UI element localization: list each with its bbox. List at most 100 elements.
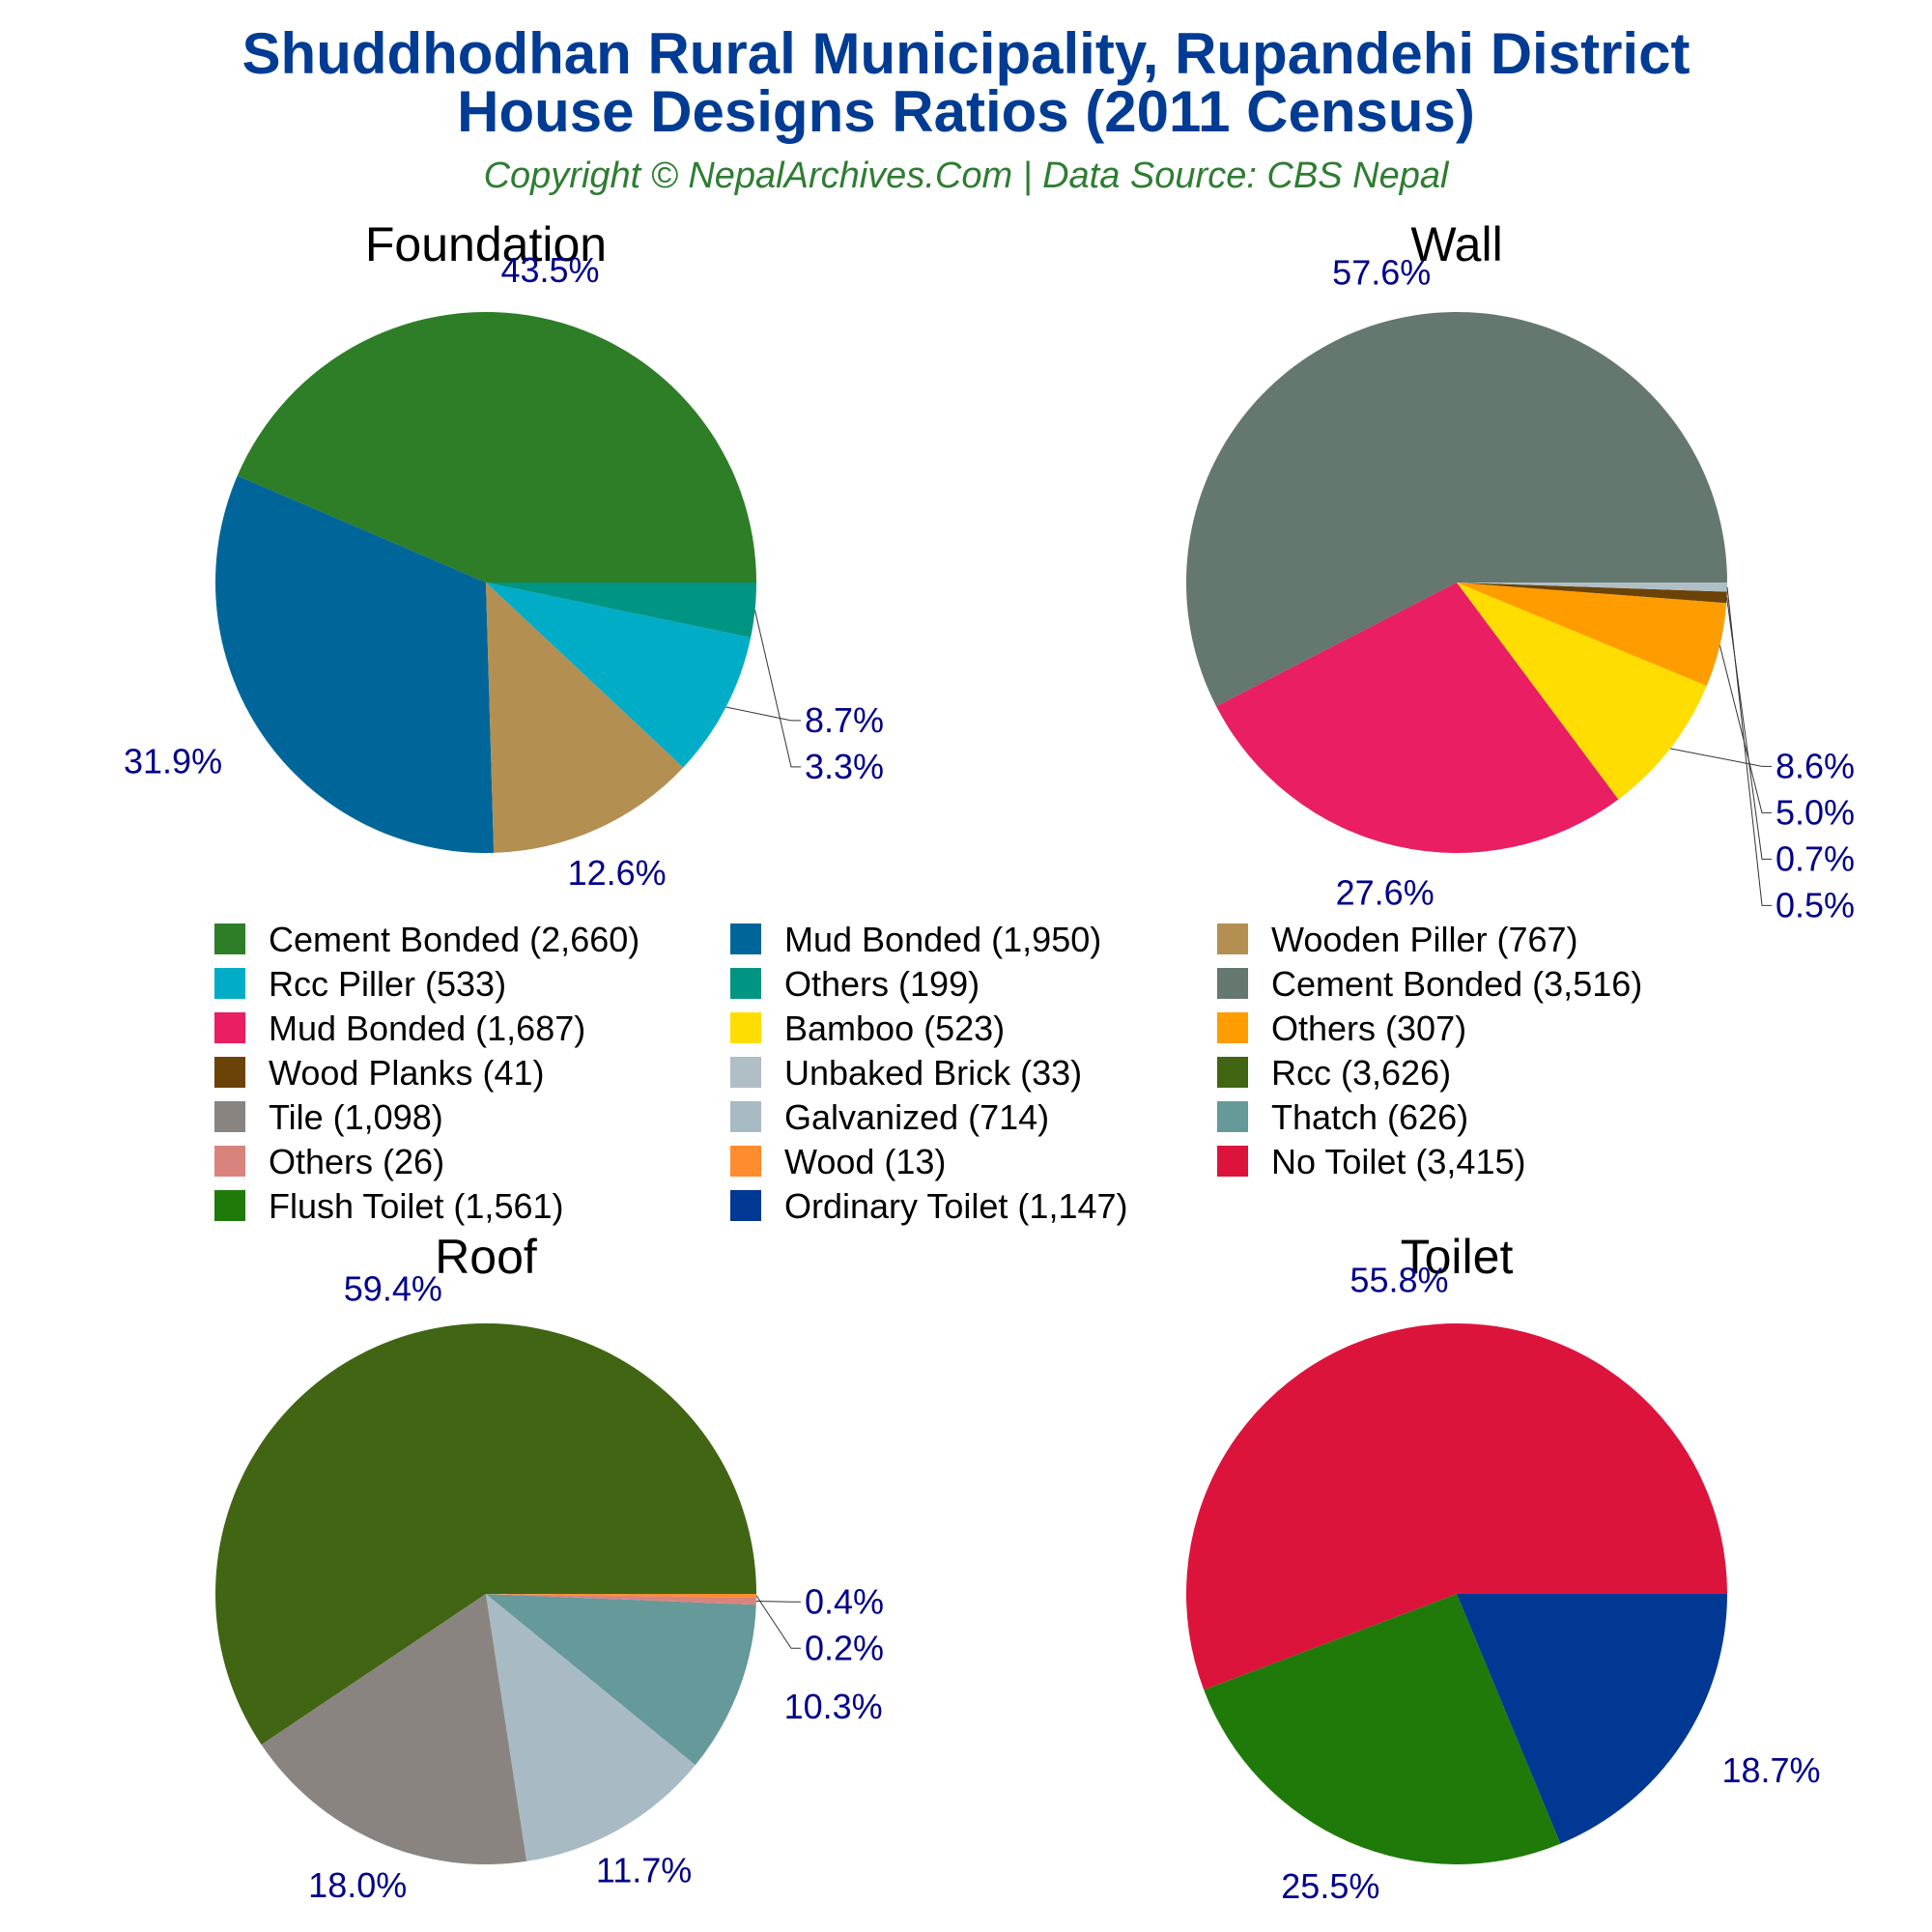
leader-line-wall-others <box>1719 644 1772 813</box>
legend-swatch <box>1217 1101 1248 1132</box>
pct-label-foundation-wooden-piller: 12.6% <box>568 853 667 893</box>
pie-title-roof: Roof <box>435 1230 537 1284</box>
legend-swatch <box>730 1190 761 1221</box>
legend-swatch <box>730 968 761 999</box>
pct-label-roof-thatch: 10.3% <box>784 1687 883 1726</box>
legend-label: Wooden Piller (767) <box>1271 920 1578 959</box>
legend-swatch <box>730 1101 761 1132</box>
leader-line-wall-wood-planks <box>1726 597 1772 860</box>
legend-label: Wood Planks (41) <box>269 1053 544 1093</box>
pie-slice-foundation-rcc-piller <box>486 582 752 768</box>
legend-swatch <box>1217 1012 1248 1043</box>
leader-line-foundation-rcc-piller <box>725 706 801 722</box>
pct-label-wall-others: 5.0% <box>1776 792 1855 832</box>
legend-label: Cement Bonded (2,660) <box>269 920 639 959</box>
legend-swatch <box>1217 1146 1248 1177</box>
pct-label-wall-cement-bonded: 57.6% <box>1332 252 1431 292</box>
leader-line-foundation-others <box>754 610 801 768</box>
legend-item: Mud Bonded (1,687) <box>214 1009 585 1048</box>
legend-label: No Toilet (3,415) <box>1271 1142 1525 1181</box>
pct-label-roof-others: 0.4% <box>805 1581 884 1621</box>
pie-slice-wall-others <box>1457 582 1727 686</box>
pct-label-wall-unbaked-brick: 0.5% <box>1776 885 1855 924</box>
chart-subtitle: Copyright © NepalArchives.Com | Data Sou… <box>484 156 1450 196</box>
leader-line-roof-wood <box>755 1595 801 1649</box>
legend-swatch <box>1217 923 1248 954</box>
legend-label: Rcc (3,626) <box>1271 1053 1451 1093</box>
pie-slice-wall-mud-bonded <box>1216 582 1619 853</box>
pct-label-wall-wood-planks: 0.7% <box>1776 838 1855 878</box>
pie-slice-wall-wood-planks <box>1457 582 1727 604</box>
legend-label: Tile (1,098) <box>269 1097 443 1137</box>
legend-item: Mud Bonded (1,950) <box>730 920 1101 959</box>
legend-item: Others (26) <box>214 1142 444 1181</box>
legend-label: Mud Bonded (1,687) <box>269 1009 585 1048</box>
pie-title-foundation: Foundation <box>365 217 607 271</box>
legend-swatch <box>214 1101 245 1132</box>
legend-label: Flush Toilet (1,561) <box>269 1186 564 1226</box>
legend-swatch <box>214 968 245 999</box>
legend-item: Galvanized (714) <box>730 1097 1049 1137</box>
pie-slice-toilet-no-toilet <box>1186 1323 1727 1690</box>
legend-swatch <box>730 1146 761 1177</box>
pct-label-roof-rcc: 59.4% <box>344 1268 442 1308</box>
pie-slice-foundation-others <box>486 582 756 638</box>
legend-swatch <box>730 1012 761 1043</box>
pct-label-roof-galvanized: 11.7% <box>596 1851 692 1890</box>
legend-item: Others (199) <box>730 964 980 1004</box>
legend-item: Bamboo (523) <box>730 1009 1005 1048</box>
legend-swatch <box>1217 1057 1248 1088</box>
legend-item: Cement Bonded (3,516) <box>1217 964 1642 1004</box>
legend-swatch <box>214 1057 245 1088</box>
pie-slice-wall-unbaked-brick <box>1457 582 1727 592</box>
legend-label: Unbaked Brick (33) <box>784 1053 1082 1093</box>
legend-swatch <box>214 923 245 954</box>
legend-item: Ordinary Toilet (1,147) <box>730 1186 1128 1226</box>
legend-label: Ordinary Toilet (1,147) <box>784 1186 1128 1226</box>
pie-slice-toilet-flush-toilet <box>1204 1594 1561 1864</box>
pie-title-toilet: Toilet <box>1401 1230 1514 1284</box>
pct-label-foundation-others: 3.3% <box>805 747 884 786</box>
legend-swatch <box>214 1146 245 1177</box>
legend-item: Wood Planks (41) <box>214 1053 544 1093</box>
legend-label: Others (199) <box>784 964 980 1004</box>
pct-label-roof-tile: 18.0% <box>308 1865 407 1905</box>
legend-label: Others (26) <box>269 1142 444 1181</box>
pie-slice-foundation-cement-bonded <box>237 311 757 582</box>
legend-label: Thatch (626) <box>1271 1097 1468 1137</box>
legend-item: Others (307) <box>1217 1009 1466 1048</box>
pct-label-foundation-mud-bonded: 31.9% <box>124 742 222 781</box>
pct-label-foundation-cement-bonded: 43.5% <box>500 250 599 290</box>
pie-slice-roof-tile <box>261 1594 527 1864</box>
leader-line-roof-others <box>755 1600 801 1603</box>
pie-title-wall: Wall <box>1410 217 1502 271</box>
legend-label: Mud Bonded (1,950) <box>784 920 1101 959</box>
pie-slice-roof-others <box>486 1594 756 1605</box>
legend-swatch <box>1217 968 1248 999</box>
legend-label: Others (307) <box>1271 1009 1466 1048</box>
pie-slice-wall-bamboo <box>1457 582 1707 800</box>
legend-item: Tile (1,098) <box>214 1097 443 1137</box>
chart-title-line1: Shuddhodhan Rural Municipality, Rupandeh… <box>242 21 1690 86</box>
pct-label-toilet-ordinary-toilet: 18.7% <box>1721 1750 1820 1790</box>
pct-label-foundation-rcc-piller: 8.7% <box>805 700 884 740</box>
legend-swatch <box>730 923 761 954</box>
legend-item: Flush Toilet (1,561) <box>214 1186 564 1226</box>
legend-label: Cement Bonded (3,516) <box>1271 964 1642 1004</box>
legend-item: Cement Bonded (2,660) <box>214 920 639 959</box>
legend-item: Wood (13) <box>730 1142 946 1181</box>
pct-label-wall-bamboo: 8.6% <box>1776 746 1855 785</box>
legend-item: Thatch (626) <box>1217 1097 1468 1137</box>
legend: Cement Bonded (2,660) Mud Bonded (1,950) W… <box>214 920 1642 1226</box>
pct-label-wall-mud-bonded: 27.6% <box>1336 873 1435 913</box>
legend-swatch <box>730 1057 761 1088</box>
pct-label-toilet-no-toilet: 55.8% <box>1350 1260 1448 1299</box>
legend-label: Rcc Piller (533) <box>269 964 506 1004</box>
pie-slice-foundation-mud-bonded <box>215 475 495 854</box>
pct-label-toilet-flush-toilet: 25.5% <box>1281 1866 1379 1906</box>
pie-slice-foundation-wooden-piller <box>486 582 684 853</box>
